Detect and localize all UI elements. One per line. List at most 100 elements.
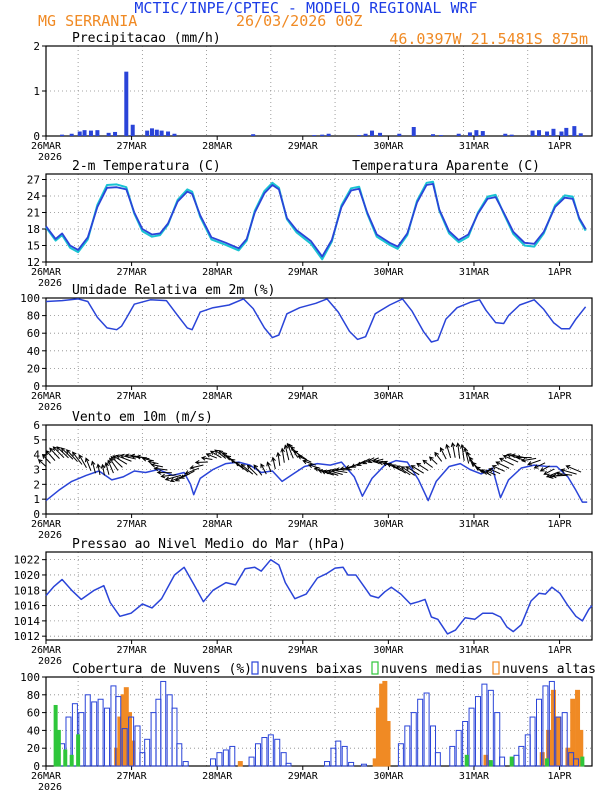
wind-arrow-head	[313, 467, 319, 472]
wind-arrow	[185, 467, 200, 475]
cloud-low-bar	[555, 716, 562, 767]
wind-arrow-head	[141, 456, 147, 462]
wind-arrow	[405, 466, 420, 476]
cloud-low-bar	[171, 707, 178, 767]
x-tick-label: 29MAR	[288, 645, 319, 656]
wind-arrow	[540, 465, 550, 472]
wind-arrow	[286, 443, 294, 459]
wind-arrow	[552, 474, 568, 477]
wind-arrow	[556, 472, 573, 476]
precip-bar	[60, 134, 65, 136]
wind-arrow	[101, 464, 105, 476]
y-tick-label: 2	[33, 40, 40, 53]
wind-arrow-head	[543, 470, 549, 475]
wind-arrow-head	[271, 456, 276, 462]
x-tick-label: 31MAR	[459, 771, 490, 782]
wind-arrow	[66, 449, 78, 462]
cloud-high-bar	[565, 747, 571, 767]
wind-arrow-head	[480, 469, 486, 474]
wind-arrow-head	[194, 460, 200, 465]
x-tick-label: 28MAR	[202, 771, 233, 782]
y-tick-label: 0	[33, 130, 40, 143]
precip-bar	[439, 135, 444, 136]
cloud-low-bar	[248, 756, 255, 767]
wind-arrow-head	[112, 455, 118, 460]
cloud-low-bar	[529, 716, 536, 767]
wind-arrow-head	[475, 466, 481, 471]
x-tick-label: 30MAR	[373, 141, 404, 152]
wind-arrow	[503, 455, 519, 463]
wind-arrow	[452, 443, 456, 458]
y-tick-label: 100	[20, 292, 40, 305]
wind-arrow-head	[124, 453, 130, 459]
cloud-low-bar	[261, 737, 268, 767]
precip-bar	[124, 71, 129, 136]
cloud-low-bar	[468, 707, 475, 767]
location-label: MG SERRANIA	[38, 12, 137, 30]
wind-arrow	[151, 464, 164, 468]
y-tick-label: 6	[33, 419, 40, 432]
wind-arrow-head	[485, 469, 491, 475]
wind-arrow-head	[317, 469, 323, 474]
wind-arrow-head	[297, 455, 303, 460]
precip-bar	[251, 134, 256, 136]
wind-arrow-head	[253, 464, 259, 470]
cloud-medium-bar	[488, 760, 493, 767]
cloud-low-bar	[536, 698, 543, 767]
wind-arrow	[331, 469, 348, 474]
wind-arrow	[440, 447, 447, 460]
precip-bar	[397, 133, 402, 136]
wind-arrow	[566, 465, 582, 473]
wind-arrow	[38, 459, 47, 467]
wind-arrow-head	[520, 457, 526, 463]
x-tick-label: 27MAR	[117, 771, 148, 782]
cloud-high-bar	[539, 752, 545, 767]
cloud-low-bar	[572, 758, 579, 767]
y-tick-label: 0	[33, 508, 40, 521]
cloud-low-bar	[134, 725, 141, 767]
wind-arrow-head	[45, 450, 51, 455]
precip-bar	[578, 133, 583, 136]
y-tick-label: 1	[33, 85, 40, 98]
wind-arrow-head	[506, 453, 512, 458]
x-year-label: 2026	[38, 530, 62, 541]
cloud-low-bar	[155, 698, 162, 767]
y-tick-label: 1018	[14, 584, 41, 597]
wind-arrow	[492, 465, 505, 472]
wind-arrow-head	[416, 462, 422, 468]
temperature-line	[45, 183, 587, 258]
x-tick-label: 28MAR	[202, 141, 233, 152]
wind-arrow	[116, 455, 132, 462]
wind-arrow-head	[65, 449, 71, 454]
cloud-low-bar	[324, 761, 331, 767]
wind-arrow-head	[56, 446, 62, 451]
cloud-low-bar	[176, 743, 183, 767]
wind-arrow	[210, 450, 222, 459]
cloud-low-bar	[254, 743, 261, 767]
wind-arrow-head	[374, 459, 380, 465]
wind-arrow	[136, 455, 150, 460]
precip-bar	[363, 133, 368, 136]
wind-arrow-head	[439, 447, 445, 452]
wind-arrow	[260, 463, 267, 475]
x-tick-label: 30MAR	[373, 645, 404, 656]
legend-swatch	[371, 661, 379, 675]
wind-arrow	[362, 457, 375, 465]
wind-arrow-head	[362, 459, 368, 465]
x-tick-label: 27MAR	[117, 391, 148, 402]
wind-arrow	[328, 470, 343, 475]
wind-arrow-head	[356, 461, 362, 466]
wind-arrow-head	[179, 474, 185, 479]
precip-bar	[113, 131, 118, 136]
wind-arrow	[190, 464, 204, 469]
cloud-medium-bar	[509, 756, 514, 767]
wind-arrow	[91, 461, 96, 474]
wind-arrow-head	[160, 473, 166, 479]
cloud-low-bar	[513, 754, 520, 767]
wind-arrow-head	[434, 451, 439, 457]
cloud-high-bar	[385, 721, 391, 767]
wind-arrow	[521, 457, 537, 462]
wind-arrow-head	[350, 463, 356, 468]
y-tick-label: 20	[27, 742, 40, 755]
